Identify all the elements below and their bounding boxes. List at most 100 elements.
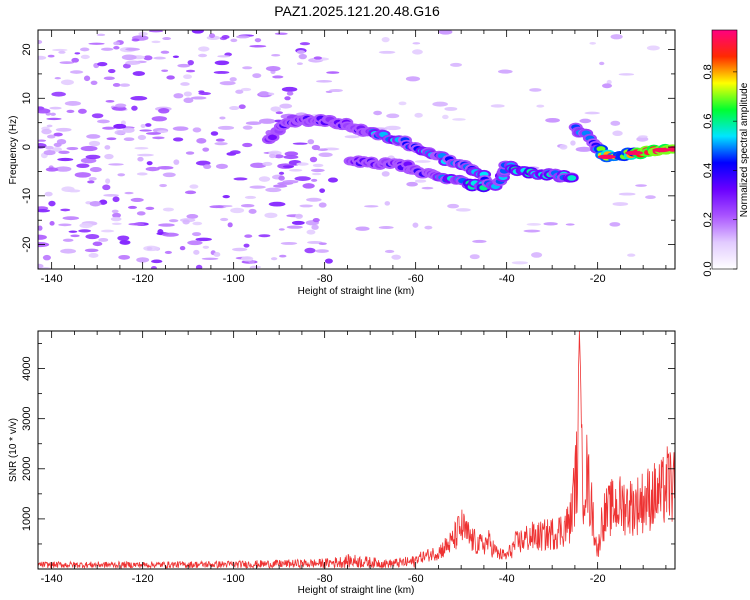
spectrogram-noise-cell xyxy=(157,165,174,170)
spectrogram-noise-cell xyxy=(97,119,110,124)
spectrogram-noise-cell xyxy=(62,216,80,221)
spectrogram-noise-cell xyxy=(60,79,74,86)
spectrogram-noise-cell xyxy=(88,42,105,45)
spectrogram-noise-cell xyxy=(183,97,194,104)
spectrogram-noise-cell xyxy=(137,156,144,162)
spectrogram-noise-cell xyxy=(45,145,54,150)
spectrogram-noise-cell xyxy=(469,254,480,260)
spectrogram-noise-cell xyxy=(60,208,71,212)
spectrogram-noise-cell xyxy=(85,154,101,160)
spectrogram-noise-cell xyxy=(406,181,418,187)
spectrogram-noise-cell xyxy=(151,259,163,264)
spectrogram-noise-cell xyxy=(140,123,146,128)
spectrogram-noise-cell xyxy=(565,223,575,226)
spectrogram-y-axis: -20 -10 0 10 20 xyxy=(21,43,675,270)
spectrogram-noise-cell xyxy=(252,73,262,79)
spectrogram-noise-cell xyxy=(85,234,100,240)
spectrogram-noise-cell xyxy=(311,224,319,230)
spectrogram-noise-cell xyxy=(286,225,303,229)
spectrogram-noise-cell xyxy=(286,91,294,96)
colorbar: 0.0 0.2 0.4 0.6 0.8 Normalized spectral ampl… xyxy=(702,29,750,277)
spectrogram-noise-cell xyxy=(318,152,333,158)
spectrogram-noise-cell xyxy=(189,184,199,189)
spectrogram-noise-cell xyxy=(384,249,395,254)
spectrogram-noise-cell xyxy=(278,171,285,175)
spectrogram-noise-cell xyxy=(59,61,75,64)
spectrogram-noise-cell xyxy=(646,45,660,51)
spectrogram-noise-cell xyxy=(89,167,102,173)
spectrogram-noise-cell xyxy=(421,186,434,190)
spectrogram-noise-cell xyxy=(145,206,155,210)
spectrogram-y-axis-label: Frequency (Hz) xyxy=(8,116,19,185)
spectrogram-noise-cell xyxy=(77,108,87,114)
spectrogram-noise-cell xyxy=(128,222,145,226)
spectrogram-noise-cell xyxy=(398,101,407,106)
spectrogram-noise-cell xyxy=(265,187,282,193)
spectrogram-noise-cell xyxy=(41,128,52,135)
spectrogram-marks xyxy=(38,30,675,269)
spectrogram-noise-cell xyxy=(432,101,448,107)
spectrogram-noise-cell xyxy=(161,69,169,72)
snr-series-line xyxy=(38,331,675,569)
spectrogram-noise-cell xyxy=(136,211,146,216)
spectrogram-noise-cell xyxy=(136,257,150,263)
signal-track-lower xyxy=(567,175,577,181)
spectrogram-noise-cell xyxy=(242,125,253,130)
spectrogram-noise-cell xyxy=(111,106,127,111)
spectrogram-noise-cell xyxy=(311,144,321,151)
spectrogram-noise-cell xyxy=(201,257,219,260)
spectrogram-noise-cell xyxy=(317,148,328,152)
spectrogram-noise-cell xyxy=(137,134,147,140)
spectrogram-noise-cell xyxy=(381,36,390,43)
spectrogram-noise-cell xyxy=(424,225,433,230)
spectrogram-noise-cell xyxy=(344,135,360,139)
spectrogram-noise-cell xyxy=(150,265,157,269)
spectrogram-noise-cell xyxy=(579,118,592,124)
colorbar-tick-label: 0.4 xyxy=(702,163,714,178)
spectrogram-noise-cell xyxy=(229,77,237,82)
spectrogram-noise-cell xyxy=(384,125,401,131)
spectrogram-noise-cell xyxy=(70,234,80,238)
spectrogram-noise-cell xyxy=(62,238,74,242)
spectrogram-noise-cell xyxy=(113,45,120,50)
spectrogram-noise-cell xyxy=(125,47,140,51)
spectrogram-noise-cell xyxy=(202,245,210,249)
spectrogram-noise-cell xyxy=(130,197,144,202)
spectrogram-x-tick-label: -40 xyxy=(499,273,515,285)
spectrogram-noise-cell xyxy=(123,137,135,141)
spectrogram-noise-cell xyxy=(180,82,190,86)
spectrogram-noise-cell xyxy=(414,112,423,118)
spectrogram-noise-cell xyxy=(38,39,43,44)
spectrogram-noise-cell xyxy=(177,63,191,68)
spectrogram-noise-cell xyxy=(284,151,299,157)
spectrogram-noise-cell xyxy=(103,76,115,81)
spectrogram-noise-cell xyxy=(195,237,212,242)
spectrogram-noise-cell xyxy=(259,118,276,124)
colorbar-gradient xyxy=(712,30,737,269)
spectrogram-noise-cell xyxy=(157,229,164,235)
spectrogram-noise-cell xyxy=(612,130,623,137)
spectrogram-noise-cell xyxy=(217,125,235,130)
spectrogram-noise-cell xyxy=(38,108,51,114)
spectrogram-noise-cell xyxy=(304,247,316,254)
spectrogram-noise-cell xyxy=(278,175,285,181)
spectrogram-noise-cell xyxy=(311,168,325,173)
spectrogram-noise-cell xyxy=(311,178,318,182)
spectrogram-noise-cell xyxy=(122,127,135,133)
spectrogram-noise-cell xyxy=(294,176,311,181)
spectrogram-noise-cell xyxy=(198,46,210,52)
spectrogram-noise-cell xyxy=(384,201,391,206)
spectrogram-noise-cell xyxy=(103,194,119,197)
spectrogram-noise-cell xyxy=(230,38,238,43)
spectrogram-noise-cell xyxy=(450,62,463,67)
spectrogram-noise-cell xyxy=(79,222,93,229)
spectrogram-noise-cell xyxy=(214,60,230,66)
spectrogram-noise-cell xyxy=(268,153,277,159)
spectrogram-noise-cell xyxy=(80,145,98,152)
spectrogram-noise-cell xyxy=(119,83,131,87)
spectrogram-x-tick-label: -120 xyxy=(132,273,154,285)
spectrogram-noise-cell xyxy=(84,248,99,253)
spectrogram-noise-cell xyxy=(192,221,203,226)
spectrogram-noise-cell xyxy=(86,134,101,139)
spectrogram-noise-cell xyxy=(274,154,284,159)
